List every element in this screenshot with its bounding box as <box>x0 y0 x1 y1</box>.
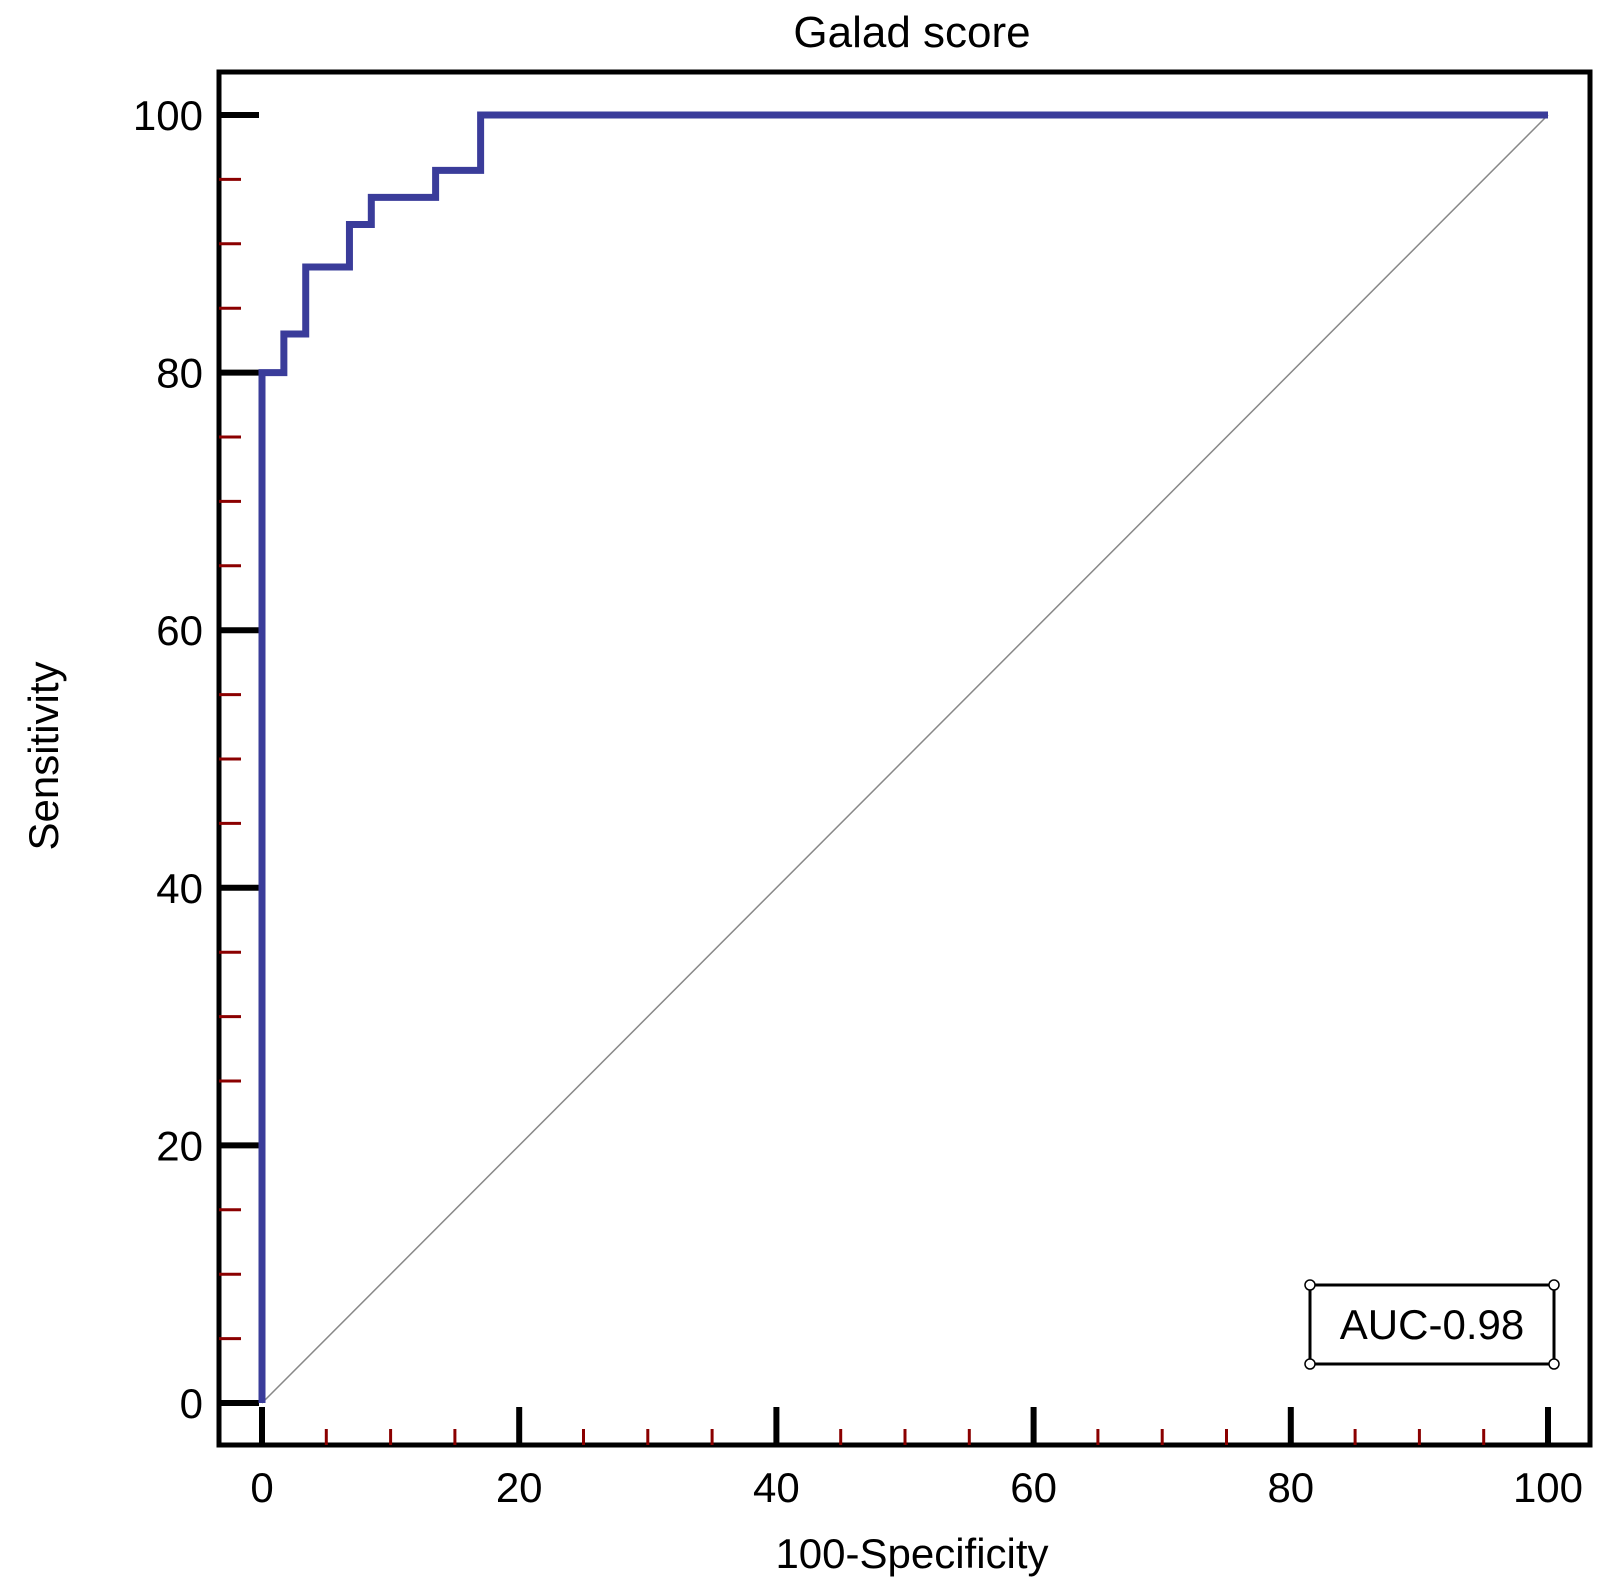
auc-handle-top-right <box>1548 1279 1560 1291</box>
y-tick-label: 20 <box>156 1122 203 1169</box>
roc-curve <box>258 111 1548 1403</box>
auc-annotation-frame <box>1308 1283 1556 1366</box>
auc-handle-top-left <box>1304 1279 1316 1291</box>
x-tick-label: 40 <box>753 1464 800 1511</box>
x-tick-label: 20 <box>496 1464 543 1511</box>
tick-labels: 0 20 40 60 80 100 0 20 40 60 80 100 <box>133 92 1583 1511</box>
x-tick-label: 60 <box>1010 1464 1057 1511</box>
major-ticks <box>219 112 1551 1445</box>
x-tick-label: 80 <box>1267 1464 1314 1511</box>
x-tick-label: 0 <box>250 1464 273 1511</box>
y-tick-label: 0 <box>180 1380 203 1427</box>
series-group <box>258 111 1549 1404</box>
y-tick-label: 60 <box>156 607 203 654</box>
x-axis-label: 100-Specificity <box>775 1530 1048 1577</box>
auc-handle-bottom-right <box>1548 1358 1560 1370</box>
auc-annotation-text: AUC-0.98 <box>1340 1301 1524 1348</box>
reference-line <box>261 114 1549 1404</box>
plot-area: 0 20 40 60 80 100 0 20 40 60 80 100 <box>133 69 1593 1511</box>
y-tick-label: 100 <box>133 92 203 139</box>
minor-ticks <box>219 177 1486 1445</box>
auc-annotation: AUC-0.98 <box>1304 1279 1560 1370</box>
y-tick-label: 40 <box>156 865 203 912</box>
y-tick-label: 80 <box>156 350 203 397</box>
x-tick-label: 100 <box>1513 1464 1583 1511</box>
chart-title: Galad score <box>793 8 1030 57</box>
auc-handle-bottom-left <box>1304 1358 1316 1370</box>
y-axis-label: Sensitivity <box>20 661 67 850</box>
